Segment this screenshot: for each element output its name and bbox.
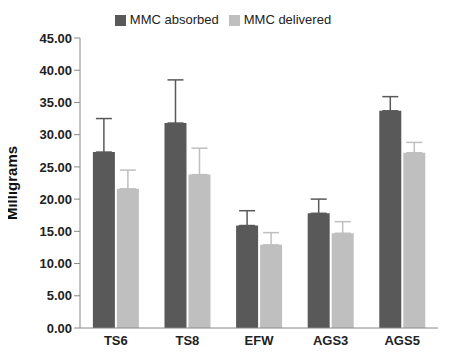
svg-text:TS6: TS6 <box>104 333 128 348</box>
html-text:MMC delivered: MMC delivered <box>243 12 332 27</box>
svg-text:40.00: 40.00 <box>39 63 72 78</box>
html-text:MMC absorbed: MMC absorbed <box>129 12 219 27</box>
svg-text:20.00: 20.00 <box>39 192 72 207</box>
svg-text:25.00: 25.00 <box>39 160 72 175</box>
svg-text:AGS3: AGS3 <box>313 333 348 348</box>
svg-text:5.00: 5.00 <box>47 288 72 303</box>
svg-text:30.00: 30.00 <box>39 127 72 142</box>
svg-text:0.00: 0.00 <box>47 321 72 336</box>
svg-text:Milligrams: Milligrams <box>8 146 20 220</box>
svg-text:35.00: 35.00 <box>39 95 72 110</box>
svg-text:15.00: 15.00 <box>39 224 72 239</box>
svg-text:TS8: TS8 <box>175 333 199 348</box>
svg-text:45.00: 45.00 <box>39 31 72 46</box>
svg-text:EFW: EFW <box>245 333 275 348</box>
svg-text:AGS5: AGS5 <box>384 333 419 348</box>
svg-text:10.00: 10.00 <box>39 256 72 271</box>
